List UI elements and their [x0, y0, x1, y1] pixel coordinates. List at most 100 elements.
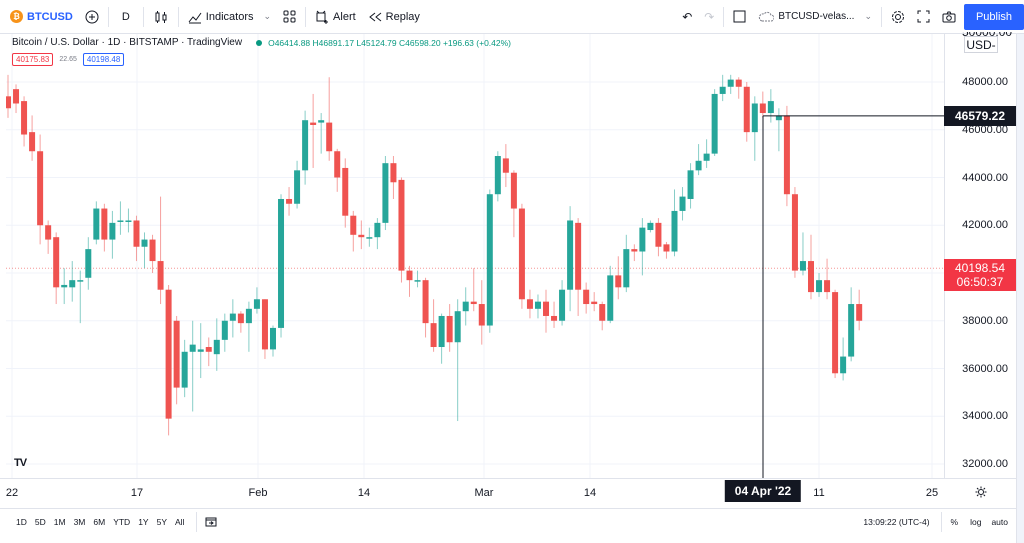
- divider: [177, 6, 179, 27]
- chart-type-button[interactable]: [147, 0, 175, 34]
- spread-value: 22.65: [59, 56, 77, 63]
- range-button-1y[interactable]: 1Y: [138, 516, 149, 527]
- log-toggle[interactable]: log: [970, 516, 982, 527]
- axis-settings-icon[interactable]: [975, 486, 987, 498]
- indicators-icon: [188, 10, 202, 24]
- candle: [390, 156, 397, 199]
- candle: [567, 206, 574, 312]
- partial-price-label: 50000.00: [962, 25, 1013, 39]
- range-button-5d[interactable]: 5D: [34, 516, 46, 527]
- candle: [342, 158, 349, 228]
- candle: [824, 258, 831, 300]
- legend-title: Bitcoin / U.S. Dollar · 1D · BITSTAMP · …: [12, 37, 243, 48]
- range-button-all[interactable]: All: [175, 516, 185, 527]
- price-tick-label: 46000.00: [962, 123, 1008, 136]
- price-tick-label: 48000.00: [962, 76, 1008, 88]
- candle: [69, 261, 76, 302]
- candle: [374, 218, 381, 250]
- top-toolbar: ₿ BTCUSD D Indicators ⌄ Alert: [0, 0, 1024, 34]
- candle: [727, 74, 734, 94]
- candle: [149, 234, 156, 273]
- buy-button[interactable]: 40198.48: [82, 53, 125, 66]
- candle: [631, 244, 638, 262]
- last-price-label: 40198.54 06:50:37: [944, 259, 1016, 292]
- range-button-6m[interactable]: 6M: [93, 516, 106, 527]
- candle: [583, 282, 590, 314]
- candle: [808, 234, 814, 300]
- auto-toggle[interactable]: auto: [991, 516, 1008, 527]
- range-button-5y[interactable]: 5Y: [156, 516, 167, 527]
- candle: [286, 187, 293, 216]
- candle: [101, 203, 108, 252]
- undo-button[interactable]: ↶: [676, 0, 698, 34]
- candle: [534, 294, 541, 319]
- undo-icon: ↶: [682, 9, 693, 24]
- replay-button[interactable]: Replay: [362, 0, 426, 34]
- candle: [478, 280, 485, 345]
- price-tick-label: 36000.00: [962, 362, 1008, 375]
- candle: [382, 156, 389, 231]
- candle: [310, 93, 317, 168]
- publish-button[interactable]: Publish: [964, 4, 1024, 30]
- time-tick-label: 14: [583, 487, 597, 499]
- candle: [181, 339, 188, 398]
- candle: [253, 287, 260, 314]
- candle: [189, 320, 196, 412]
- snapshot-button[interactable]: [936, 0, 962, 34]
- interval-button[interactable]: D: [112, 0, 140, 34]
- interval-label: D: [121, 10, 130, 23]
- price-axis[interactable]: 32000.0034000.0036000.0038000.0040000.00…: [944, 34, 1016, 478]
- settings-button[interactable]: [885, 0, 911, 34]
- candle: [406, 265, 413, 297]
- divider: [107, 6, 109, 27]
- layout-name-button[interactable]: BTCUSD-velas... ⌄: [752, 0, 878, 34]
- redo-button[interactable]: ↷: [698, 0, 720, 34]
- candle: [711, 89, 718, 157]
- range-button-1d[interactable]: 1D: [16, 516, 27, 527]
- fullscreen-button[interactable]: [911, 0, 936, 34]
- clock-label[interactable]: 13:09:22 (UTC-4): [863, 516, 930, 527]
- alert-icon: [315, 10, 329, 24]
- templates-button[interactable]: [277, 0, 302, 34]
- candle: [599, 301, 606, 331]
- candle: [93, 201, 100, 245]
- divider: [142, 6, 144, 27]
- time-axis[interactable]: 22 17 Feb 14 Mar 14 11 25: [0, 478, 1016, 508]
- candle: [783, 105, 790, 207]
- currency-selector[interactable]: USD-: [964, 36, 998, 53]
- candle: [109, 210, 116, 259]
- candlestick-chart[interactable]: [6, 34, 944, 478]
- layout-button[interactable]: [727, 0, 752, 34]
- candle: [77, 270, 84, 324]
- percent-toggle[interactable]: %: [950, 516, 959, 527]
- candle: [647, 220, 654, 233]
- indicators-button[interactable]: Indicators ⌄: [182, 0, 277, 34]
- goto-date-icon[interactable]: [205, 516, 217, 527]
- candle: [117, 201, 124, 235]
- symbol-label: BTCUSD: [27, 10, 73, 23]
- sell-button[interactable]: 40175.83: [12, 53, 54, 66]
- candle: [751, 96, 758, 161]
- range-button-ytd[interactable]: YTD: [113, 516, 131, 527]
- price-tick-label: 44000.00: [962, 171, 1008, 184]
- settings-icon: [891, 10, 905, 24]
- symbol-search-button[interactable]: ₿ BTCUSD: [0, 0, 79, 34]
- last-price-value: 40198.54: [954, 261, 1006, 276]
- candle: [551, 301, 558, 328]
- divider: [940, 511, 942, 532]
- candle: [848, 287, 855, 362]
- range-button-1m[interactable]: 1M: [53, 516, 66, 527]
- range-button-3m[interactable]: 3M: [73, 516, 86, 527]
- date-range-buttons: 1D 5D 1M 3M 6M YTD 1Y 5Y All: [0, 517, 188, 527]
- candle: [799, 232, 806, 276]
- tradingview-logo-icon[interactable]: TV: [14, 457, 27, 469]
- layout-icon: [733, 10, 746, 23]
- candle: [543, 289, 550, 333]
- candle: [430, 299, 437, 352]
- candle: [663, 241, 670, 259]
- alert-button[interactable]: Alert: [309, 0, 362, 34]
- chart-legend: Bitcoin / U.S. Dollar · 1D · BITSTAMP · …: [12, 37, 511, 48]
- compare-button[interactable]: [79, 0, 105, 34]
- candle: [398, 177, 405, 283]
- divider: [881, 6, 882, 27]
